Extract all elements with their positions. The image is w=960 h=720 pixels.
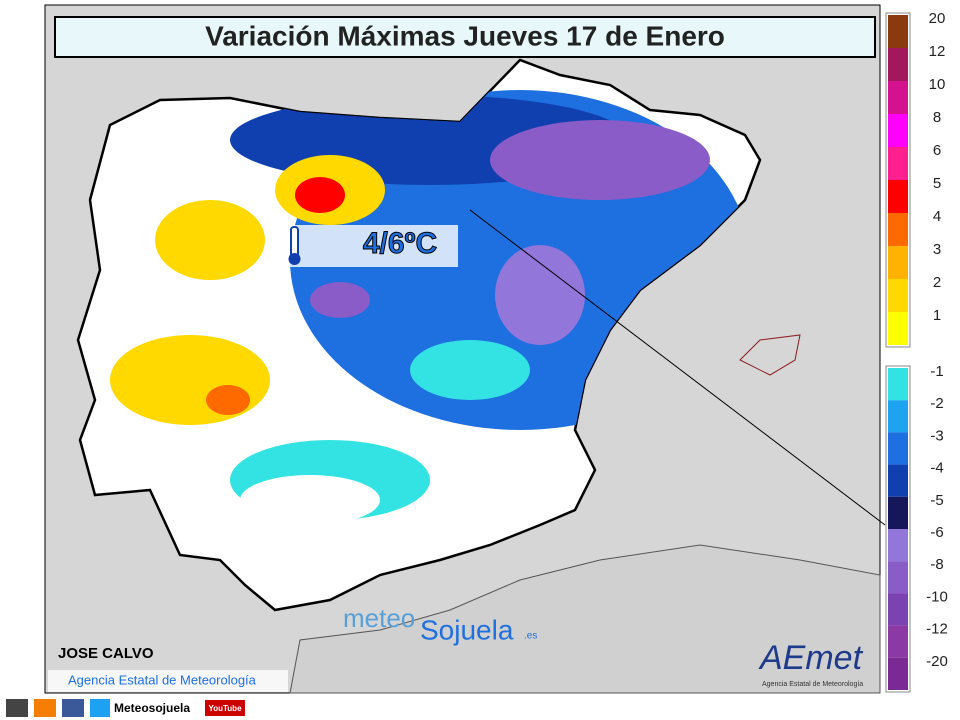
legend: 20 12 10 8 6 5 4 3 2 1 -1 -2 -3 -4 -5 -6 -8 -10 -12 -20	[885, 10, 948, 693]
field-cyan	[410, 340, 530, 400]
legend-label: 5	[933, 175, 941, 192]
credit-box	[48, 670, 288, 692]
legend-swatch	[888, 279, 908, 312]
watermark-suffix: .es	[524, 631, 537, 642]
credit: Agencia Estatal de Meteorología	[68, 672, 257, 687]
facebook-icon[interactable]	[62, 699, 84, 717]
field-white	[240, 475, 380, 525]
legend-swatch	[888, 180, 908, 213]
legend-swatch	[888, 400, 908, 433]
field-purple	[495, 245, 585, 345]
instagram-icon[interactable]	[6, 699, 28, 717]
field-orange	[206, 385, 250, 415]
youtube-icon[interactable]	[205, 700, 245, 716]
legend-label: 3	[933, 241, 941, 258]
legend-label: -6	[930, 524, 943, 541]
handle[interactable]: Meteosojuela	[114, 701, 190, 715]
title-box	[54, 16, 876, 58]
legend-swatch	[888, 213, 908, 246]
legend-swatch	[888, 657, 908, 690]
legend-swatch	[888, 147, 908, 180]
author: JOSE CALVO	[58, 645, 154, 662]
field-purple	[310, 282, 370, 318]
thermometer-bulb	[288, 253, 301, 265]
legend-label: -5	[930, 492, 943, 509]
youtube-label[interactable]: YouTube	[208, 704, 242, 713]
legend-swatch	[888, 114, 908, 147]
africa-coast	[289, 544, 881, 694]
legend-label: -2	[930, 395, 943, 412]
twitter-icon[interactable]	[90, 699, 110, 717]
thermometer-icon	[290, 226, 299, 258]
annotation: 4/6ºC	[363, 227, 437, 260]
legend-swatch	[888, 561, 908, 594]
legend-swatch	[888, 246, 908, 279]
legend-swatch	[888, 312, 908, 345]
field-yellow	[110, 335, 270, 425]
legend-swatch	[888, 625, 908, 658]
legend-swatch	[888, 15, 908, 48]
legend-label: 4	[933, 208, 941, 225]
legend-swatch	[888, 496, 908, 529]
legend-label: -12	[926, 621, 948, 638]
legend-label: 1	[933, 307, 941, 324]
legend-label: 2	[933, 274, 941, 291]
legend-swatch	[888, 464, 908, 497]
legend-label: -1	[930, 363, 943, 380]
legend-label: 6	[933, 142, 941, 159]
legend-label: -3	[930, 427, 943, 444]
legend-label: 12	[929, 43, 946, 60]
annotation-box	[283, 225, 458, 267]
legend-label: -10	[926, 588, 948, 605]
legend-swatch	[888, 432, 908, 465]
field-purple	[490, 120, 710, 200]
watermark-right: Sojuela	[420, 614, 514, 645]
legend-label: 10	[929, 76, 946, 93]
title: Variación Máximas Jueves 17 de Enero	[205, 20, 725, 51]
logo-subtitle: Agencia Estatal de Meteorología	[762, 681, 863, 688]
field-red	[295, 177, 345, 213]
legend-swatch	[888, 81, 908, 114]
blogger-icon[interactable]	[34, 699, 56, 717]
baleares	[739, 334, 801, 376]
legend-label: -20	[926, 653, 948, 670]
watermark-left: meteo	[343, 603, 415, 633]
legend-label: -4	[930, 460, 943, 477]
legend-label: 20	[929, 10, 946, 27]
pointer-line	[469, 209, 886, 526]
legend-swatch	[888, 529, 908, 562]
legend-swatch	[888, 593, 908, 626]
legend-swatch	[888, 48, 908, 81]
field-yellow	[155, 200, 265, 280]
legend-swatch	[888, 368, 908, 401]
legend-label: -8	[930, 556, 943, 573]
logo-name: AEmet	[758, 639, 864, 677]
legend-label: 8	[933, 109, 941, 126]
